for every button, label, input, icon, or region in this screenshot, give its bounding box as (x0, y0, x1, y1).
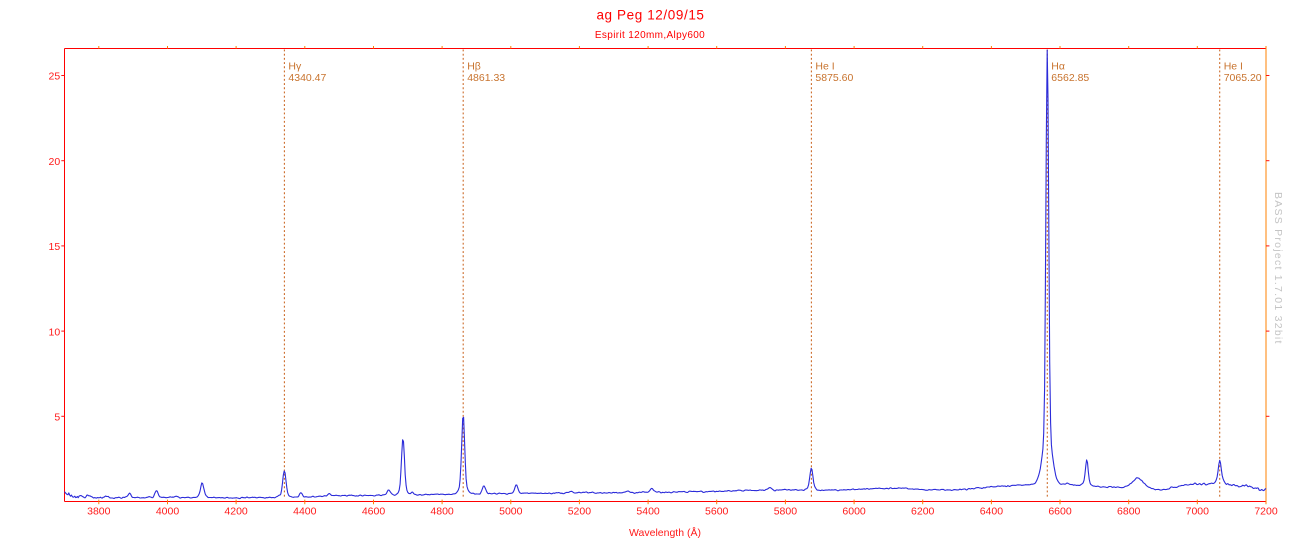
svg-text:5400: 5400 (636, 505, 660, 517)
svg-text:BASS Project 1.7.01 32bit: BASS Project 1.7.01 32bit (1272, 192, 1284, 345)
svg-text:7200: 7200 (1254, 505, 1278, 517)
svg-text:4800: 4800 (430, 505, 454, 517)
svg-text:10: 10 (49, 326, 61, 338)
svg-text:7000: 7000 (1186, 505, 1210, 517)
svg-text:Espirit 120mm,Alpy600: Espirit 120mm,Alpy600 (595, 30, 705, 41)
svg-text:Hγ: Hγ (288, 60, 302, 72)
svg-text:6000: 6000 (842, 505, 866, 517)
svg-text:He I: He I (815, 60, 834, 72)
svg-text:5600: 5600 (705, 505, 729, 517)
svg-text:5000: 5000 (499, 505, 523, 517)
svg-text:Hα: Hα (1051, 60, 1065, 72)
svg-text:4861.33: 4861.33 (467, 72, 505, 84)
svg-text:20: 20 (49, 156, 61, 168)
svg-text:15: 15 (49, 241, 61, 253)
svg-text:Hβ: Hβ (467, 60, 481, 72)
svg-text:6600: 6600 (1048, 505, 1072, 517)
svg-text:He I: He I (1224, 60, 1243, 72)
svg-text:Wavelength (Å): Wavelength (Å) (629, 526, 701, 539)
svg-text:ag Peg 12/09/15: ag Peg 12/09/15 (596, 7, 704, 22)
svg-text:5: 5 (54, 412, 60, 424)
svg-text:4200: 4200 (224, 505, 248, 517)
svg-text:6562.85: 6562.85 (1051, 72, 1089, 84)
svg-text:6400: 6400 (980, 505, 1004, 517)
svg-text:4340.47: 4340.47 (288, 72, 326, 84)
svg-text:5800: 5800 (774, 505, 798, 517)
svg-text:25: 25 (49, 71, 61, 83)
svg-text:3800: 3800 (87, 505, 111, 517)
svg-text:4400: 4400 (293, 505, 317, 517)
svg-text:6200: 6200 (911, 505, 935, 517)
svg-text:4000: 4000 (156, 505, 180, 517)
svg-text:5875.60: 5875.60 (815, 72, 853, 84)
svg-text:4600: 4600 (362, 505, 386, 517)
svg-text:6800: 6800 (1117, 505, 1141, 517)
svg-text:5200: 5200 (568, 505, 592, 517)
svg-text:7065.20: 7065.20 (1224, 72, 1262, 84)
